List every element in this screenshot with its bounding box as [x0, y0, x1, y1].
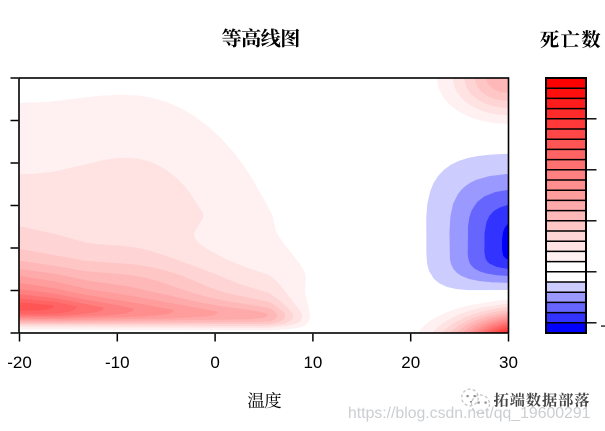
svg-text:30: 30	[499, 353, 518, 372]
svg-text:20: 20	[401, 353, 420, 372]
svg-text:10: 10	[303, 353, 322, 372]
svg-text:0: 0	[210, 353, 219, 372]
svg-text:-20: -20	[7, 353, 32, 372]
svg-text:https://blog.csdn.net/qq_19600: https://blog.csdn.net/qq_19600291	[348, 405, 591, 422]
svg-text:-10: -10	[105, 353, 130, 372]
